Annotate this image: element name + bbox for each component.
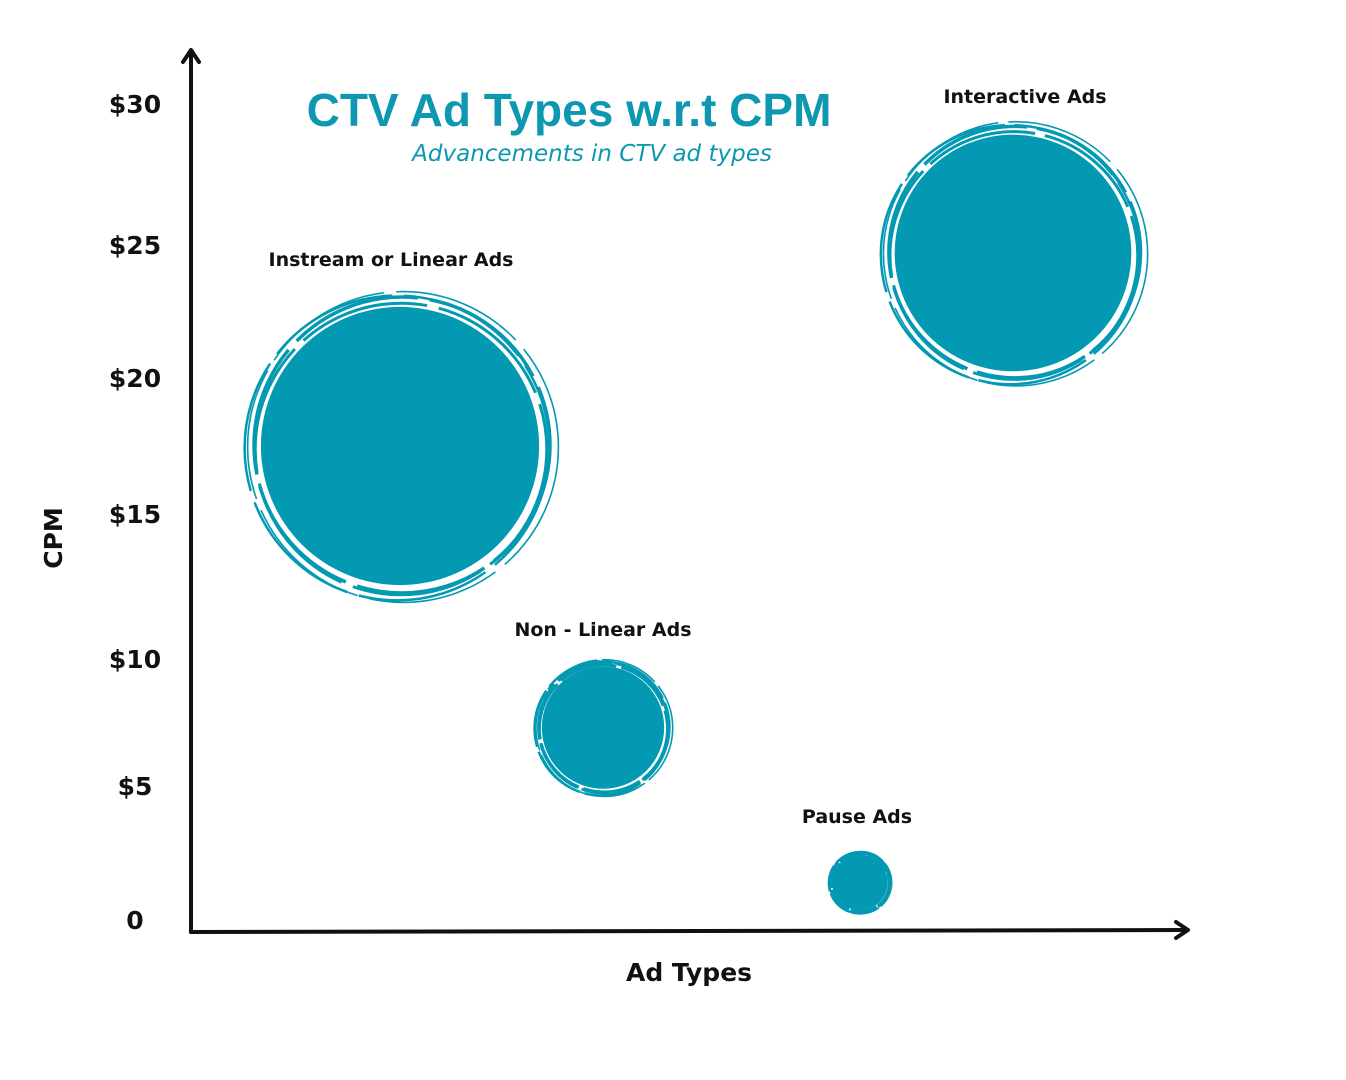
bubble-edge-stroke (829, 852, 891, 914)
bubble-edge-stroke (253, 301, 549, 597)
y-tick-label: $5 (118, 772, 153, 801)
bubble-labels: Instream or Linear Ads Non - Linear Ads Pa… (269, 86, 1107, 828)
bubble-label: Non - Linear Ads (514, 619, 691, 641)
bubble (243, 290, 560, 604)
y-tick-label: 0 (126, 906, 143, 935)
x-axis-title: Ad Types (626, 958, 752, 987)
bubble-label: Pause Ads (802, 806, 912, 828)
bubble-edge-stroke (535, 658, 674, 798)
y-tick-label: $10 (109, 645, 161, 674)
bubble-fill (894, 134, 1132, 372)
chart-title: CTV Ad Types w.r.t CPM (307, 84, 832, 136)
chart-subtitle: Advancements in CTV ad types (410, 141, 772, 167)
bubble-fill (832, 854, 888, 911)
y-axis-title: CPM (39, 507, 68, 569)
y-tick-labels: 0 $5 $10 $15 $20 $25 $30 (109, 90, 161, 935)
y-tick-label: $15 (109, 500, 161, 529)
bubble-fill (260, 306, 540, 586)
bubble (827, 850, 893, 915)
bubble (533, 658, 674, 798)
bubble-label: Instream or Linear Ads (269, 249, 514, 271)
bubble-edge-stroke (828, 850, 893, 915)
x-axis-line (189, 928, 1188, 934)
bubble-edge-stroke (882, 120, 1149, 387)
bubble (879, 120, 1149, 387)
bubble-edge-stroke (243, 294, 551, 602)
y-axis-arrow (181, 48, 201, 64)
bubbles (243, 120, 1149, 915)
x-axis-arrow (1174, 920, 1190, 940)
bubble-edge-stroke (888, 130, 1140, 381)
y-tick-label: $30 (109, 90, 161, 119)
bubble-fill (541, 666, 665, 789)
y-tick-label: $20 (109, 364, 161, 393)
bubble-edge-stroke (879, 123, 1142, 386)
bubble-edge-stroke (537, 663, 670, 795)
bubble-label: Interactive Ads (943, 86, 1106, 108)
y-tick-label: $25 (109, 231, 161, 260)
axes (181, 48, 1190, 940)
bubble-edge-stroke (246, 290, 560, 604)
